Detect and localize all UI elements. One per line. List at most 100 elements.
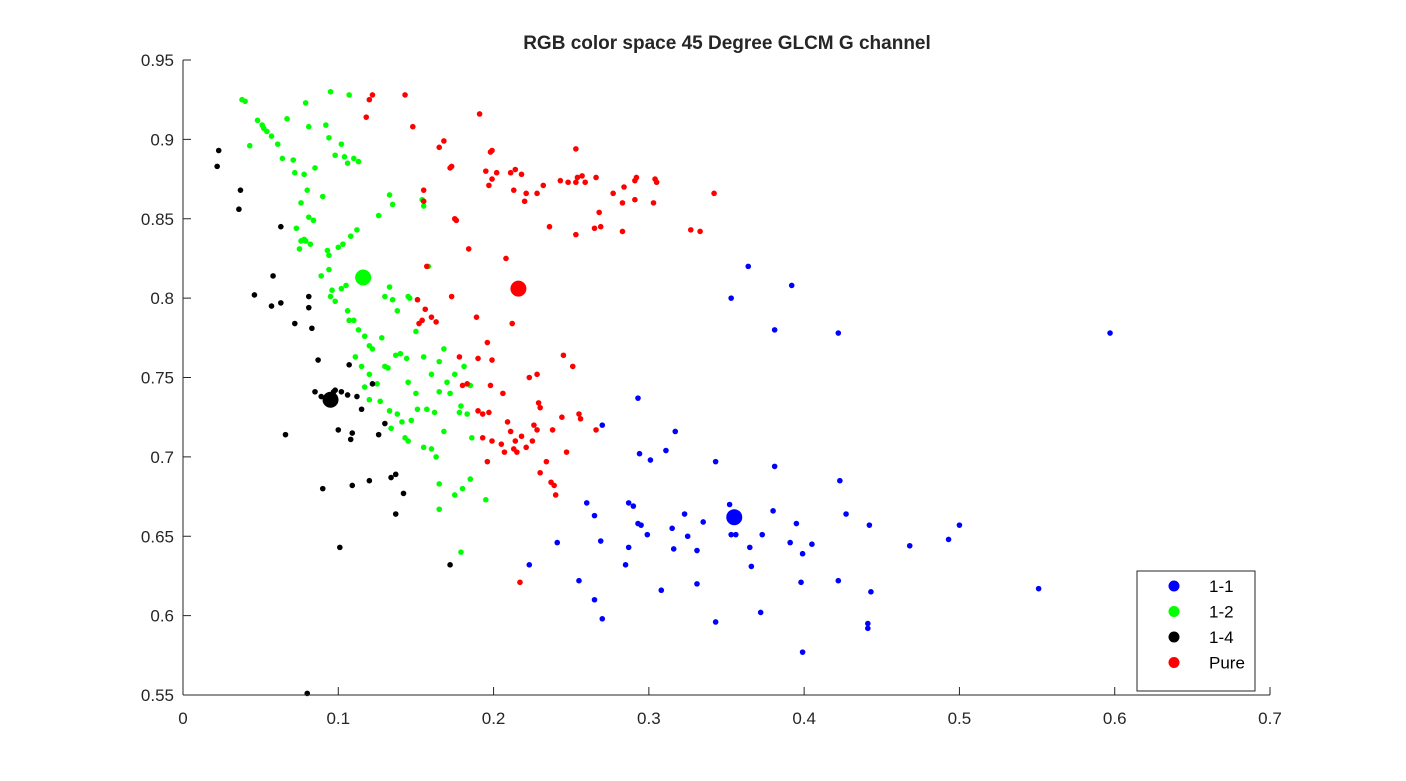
y-tick-label: 0.95: [141, 51, 174, 70]
point-1-1-34: [843, 511, 849, 517]
point-1-4-15: [369, 381, 376, 387]
point-1-1-54: [868, 589, 874, 595]
point-1-1-51: [748, 563, 755, 570]
point-1-4-37: [337, 544, 343, 551]
point-Pure-21: [540, 182, 547, 189]
point-1-1-32: [799, 550, 806, 557]
point-1-2-96: [431, 409, 438, 416]
point-1-2-92: [399, 419, 405, 425]
point-1-1-3: [771, 327, 778, 333]
point-1-2-5: [254, 117, 261, 124]
point-1-4-16: [312, 388, 318, 395]
point-Pure-73: [560, 352, 567, 359]
point-Pure-59: [422, 306, 429, 313]
point-Pure-27: [593, 174, 599, 181]
point-Pure-46: [453, 217, 460, 224]
point-Pure-20: [486, 182, 492, 189]
point-1-4-29: [282, 431, 289, 438]
point-1-2-29: [319, 193, 326, 200]
point-1-1-23: [681, 511, 688, 517]
point-Pure-101: [523, 444, 529, 451]
point-1-2-32: [293, 225, 300, 232]
point-Pure-23: [565, 179, 571, 186]
point-Pure-29: [621, 184, 627, 190]
point-Pure-97: [534, 427, 540, 433]
point-Pure-10: [573, 146, 579, 152]
point-1-4-14: [346, 362, 352, 368]
point-1-2-55: [338, 285, 345, 292]
point-1-1-31: [793, 520, 800, 527]
point-1-2-54: [332, 298, 338, 305]
point-Pure-92: [549, 427, 556, 433]
point-Pure-40: [596, 209, 602, 216]
point-Pure-28: [610, 190, 616, 197]
point-Pure-26: [582, 179, 588, 186]
point-Pure-88: [529, 438, 536, 444]
point-1-1-61: [865, 625, 871, 632]
point-Pure-43: [420, 198, 427, 205]
point-1-2-64: [394, 308, 401, 314]
legend-label-1-1: 1-1: [1209, 577, 1234, 596]
point-1-2-69: [369, 346, 376, 352]
point-1-2-46: [389, 201, 396, 208]
point-1-2-16: [332, 152, 338, 159]
point-1-2-53: [327, 293, 334, 300]
point-1-1-1: [728, 295, 734, 301]
point-Pure-51: [687, 227, 694, 233]
point-Pure-37: [573, 179, 579, 186]
point-1-4-32: [319, 485, 326, 492]
point-Pure-7: [436, 144, 443, 151]
point-Pure-24: [574, 174, 581, 181]
point-Pure-108: [593, 427, 599, 433]
point-Pure-0: [369, 92, 376, 98]
point-1-2-21: [355, 158, 362, 165]
point-1-2-19: [344, 160, 351, 166]
point-1-2-74: [352, 354, 359, 360]
point-1-2-66: [406, 295, 413, 301]
point-1-2-100: [451, 371, 458, 378]
point-1-2-76: [366, 371, 373, 378]
point-1-2-89: [377, 398, 384, 405]
point-1-4-28: [382, 420, 388, 427]
legend-marker-1-1: [1168, 580, 1180, 592]
point-1-1-18: [630, 503, 637, 509]
point-1-1-12: [712, 458, 719, 465]
point-1-2-101: [456, 409, 463, 416]
point-Pure-34: [510, 187, 517, 193]
point-1-4-3: [236, 206, 242, 213]
point-1-2-83: [420, 354, 427, 360]
legend-label-Pure: Pure: [1209, 654, 1245, 673]
point-1-1-7: [672, 428, 679, 435]
point-Pure-85: [512, 438, 519, 444]
point-Pure-48: [591, 225, 598, 232]
point-1-2-48: [420, 203, 427, 209]
point-1-2-73: [413, 328, 419, 335]
point-1-1-9: [636, 450, 643, 457]
point-1-1-43: [684, 533, 691, 540]
x-tick-label: 0.5: [948, 709, 972, 728]
point-Pure-1: [366, 96, 373, 103]
point-Pure-103: [537, 469, 543, 476]
x-tick-label: 0.3: [637, 709, 661, 728]
point-Pure-22: [557, 177, 564, 184]
point-Pure-58: [448, 293, 455, 300]
point-1-1-0: [745, 263, 752, 270]
point-Pure-61: [428, 314, 435, 320]
point-1-4-5: [270, 273, 276, 279]
point-Pure-55: [503, 255, 509, 262]
point-1-1-52: [798, 579, 804, 586]
point-1-1-26: [728, 531, 734, 538]
y-tick-label: 0.6: [150, 607, 174, 626]
point-1-1-59: [757, 609, 764, 616]
point-1-2-35: [307, 241, 314, 247]
point-1-1-11: [663, 447, 669, 454]
point-1-4-7: [268, 303, 275, 309]
point-1-2-26: [312, 165, 318, 171]
point-1-2-15: [326, 134, 332, 141]
point-1-2-111: [458, 403, 464, 409]
point-1-1-10: [647, 457, 654, 463]
point-1-1-28: [759, 531, 766, 538]
legend-box: [1136, 570, 1256, 692]
point-1-1-8: [599, 422, 606, 428]
